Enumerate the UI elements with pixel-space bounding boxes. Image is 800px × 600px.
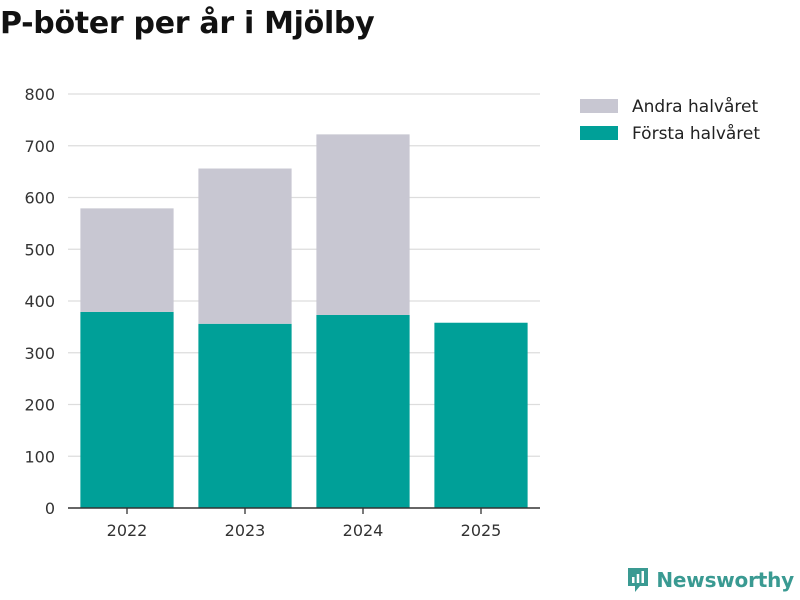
bar-2023-series-1: [198, 168, 292, 324]
y-tick-label: 100: [24, 447, 55, 466]
y-tick-label: 0: [45, 499, 55, 518]
y-tick-label: 300: [24, 344, 55, 363]
bar-2025-series-0: [434, 322, 528, 508]
y-tick-label: 600: [24, 189, 55, 208]
legend-label: Första halvåret: [632, 123, 760, 144]
y-tick-label: 400: [24, 292, 55, 311]
x-tick-label: 2024: [343, 521, 384, 540]
legend: Andra halvåret Första halvåret: [580, 96, 760, 144]
x-tick-label: 2023: [225, 521, 266, 540]
y-tick-label: 500: [24, 240, 55, 259]
legend-label: Andra halvåret: [632, 96, 758, 117]
y-tick-label: 200: [24, 396, 55, 415]
x-tick-label: 2025: [461, 521, 502, 540]
brand-name: Newsworthy: [656, 568, 794, 592]
bar-2023-series-0: [198, 323, 292, 508]
y-tick-label: 700: [24, 137, 55, 156]
axes: 0 100 200 300 400 500 600 700 800 2022 2023 2024 202…: [24, 85, 540, 540]
x-tick-label: 2022: [107, 521, 148, 540]
newsworthy-logo-icon: [628, 568, 649, 592]
bar-2024-series-1: [316, 134, 410, 315]
legend-swatch: [580, 126, 618, 140]
legend-swatch: [580, 99, 618, 113]
y-tick-label: 800: [24, 85, 55, 104]
newsworthy-brand: Newsworthy: [626, 566, 794, 594]
bars: [80, 134, 528, 508]
bar-2022-series-0: [80, 311, 174, 508]
bar-2024-series-0: [316, 314, 410, 508]
chart-title: P-böter per år i Mjölby: [0, 6, 375, 41]
bar-2022-series-1: [80, 208, 174, 312]
